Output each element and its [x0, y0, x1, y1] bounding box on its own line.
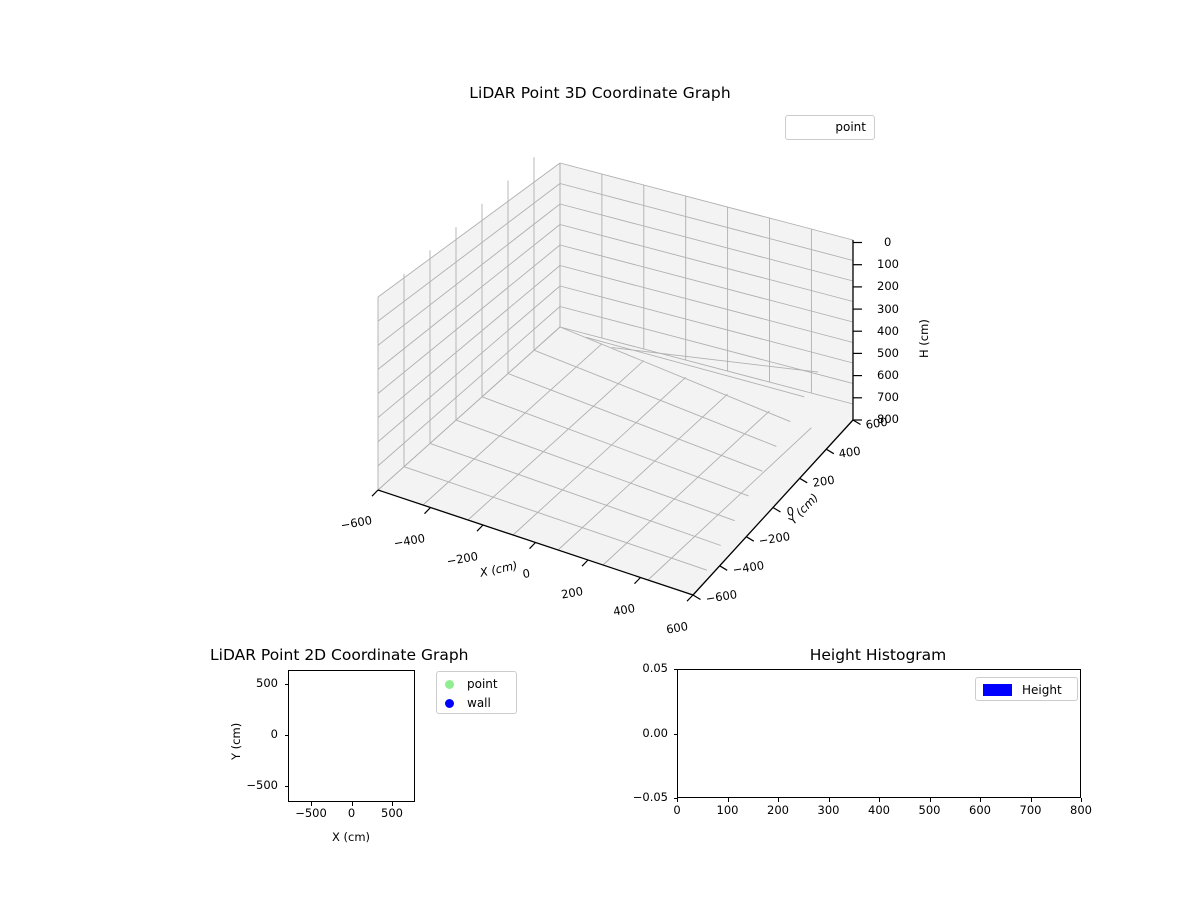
chart-2d-axes[interactable] [288, 670, 415, 802]
ytick-mark [284, 735, 288, 736]
yticks-3d [692, 419, 861, 601]
xtick-mark [351, 802, 353, 806]
legend-label-wall: wall [467, 696, 491, 710]
axes3d-canvas [371, 157, 862, 602]
ztick-label: 800 [877, 412, 899, 426]
grid-left-wall [377, 157, 561, 491]
xtick-mark [1081, 798, 1082, 802]
ztick-label: 700 [877, 390, 899, 404]
ytick-mark [284, 684, 288, 685]
legend-marker-point-icon [445, 679, 454, 689]
legend-patch-height-icon [983, 684, 1012, 696]
subplot-histogram: Height Histogram 0.05 0.00 −0.05 0 100 2 [600, 630, 1200, 900]
chart-3d-legend[interactable]: point [785, 115, 875, 140]
chart-2d-xtick-label: −500 [295, 806, 327, 820]
subplot-3d: LiDAR Point 3D Coordinate Graph [340, 84, 931, 637]
grid-back-wall [559, 162, 854, 405]
ytick-mark [673, 733, 677, 735]
legend-entry-point[interactable]: point [445, 677, 498, 691]
subplot-2d: LiDAR Point 2D Coordinate Graph 500 0 −5… [0, 630, 600, 900]
ztick-label: 400 [877, 324, 899, 338]
ztick-label: 300 [877, 302, 899, 316]
ytick-mark [673, 798, 677, 799]
legend-entry-wall[interactable]: wall [445, 696, 491, 710]
chart-hist-xtick-label: 0 [673, 803, 681, 817]
ytick-mark [673, 669, 677, 670]
xtick-mark [828, 798, 830, 802]
pane-back [560, 163, 853, 420]
chart-2d-title: LiDAR Point 2D Coordinate Graph [210, 646, 469, 664]
chart-hist-xtick-label: 800 [1070, 803, 1092, 817]
chart-hist-legend[interactable]: Height [975, 677, 1078, 701]
chart-hist-ytick-label: 0.05 [642, 661, 668, 675]
xtick-mark [392, 802, 393, 806]
chart-2d-ytick-label: 500 [256, 676, 278, 690]
legend-marker-wall-icon [445, 698, 454, 708]
chart-2d-xtick-label: 0 [347, 806, 356, 820]
legend-entry-point[interactable]: point [835, 120, 866, 134]
xtick-mark [1030, 798, 1032, 802]
zticks-3d [853, 241, 862, 421]
chart-hist-xtick-label: 100 [716, 803, 739, 817]
chart-2d-yaxis-label: Y (cm) [229, 722, 243, 760]
chart-2d-xtick-label: 500 [381, 806, 403, 820]
xtick-mark [980, 798, 981, 802]
chart-hist-title: Height Histogram [809, 646, 947, 664]
ztick-label: 500 [877, 346, 899, 360]
legend-label-point: point [835, 120, 866, 134]
chart-3d-zaxis-label: H (cm) [917, 319, 931, 358]
chart-3d-title: LiDAR Point 3D Coordinate Graph [469, 84, 731, 102]
pane-floor [378, 327, 853, 595]
ztick-label: 0 [884, 235, 892, 249]
chart-2d-ytick-label: −500 [246, 778, 278, 792]
chart-hist-ytick-label: −0.05 [632, 790, 668, 804]
chart-2d-legend[interactable]: point wall [436, 671, 517, 714]
chart-hist-ytick-label: 0.00 [642, 725, 668, 740]
legend-label-point: point [467, 677, 498, 691]
legend-entry-height[interactable]: Height [983, 683, 1062, 697]
ztick-label: 600 [877, 368, 899, 382]
xticks-3d [371, 489, 694, 602]
chart-2d-xaxis-label: X (cm) [331, 830, 371, 844]
xtick-mark [727, 798, 729, 802]
pane-left [378, 163, 560, 490]
chart-hist-xtick-label: 200 [767, 803, 789, 817]
chart-hist-xtick-label: 700 [1019, 803, 1042, 817]
chart-hist-xtick-label: 600 [969, 803, 991, 817]
chart-hist-xtick-label: 300 [817, 803, 840, 817]
ytick-mark [284, 786, 288, 787]
ztick-label: 100 [877, 257, 899, 271]
xtick-mark [929, 798, 931, 802]
ztick-label: 200 [877, 279, 899, 293]
chart-hist-xtick-label: 400 [868, 803, 890, 817]
chart-hist-xtick-label: 500 [918, 803, 941, 817]
xtick-mark [778, 798, 779, 802]
xtick-mark [677, 798, 678, 802]
chart-2d-ytick-label: 0 [270, 727, 278, 741]
xtick-mark [879, 798, 880, 802]
xtick-mark [311, 802, 312, 806]
legend-label-height: Height [1022, 683, 1062, 697]
